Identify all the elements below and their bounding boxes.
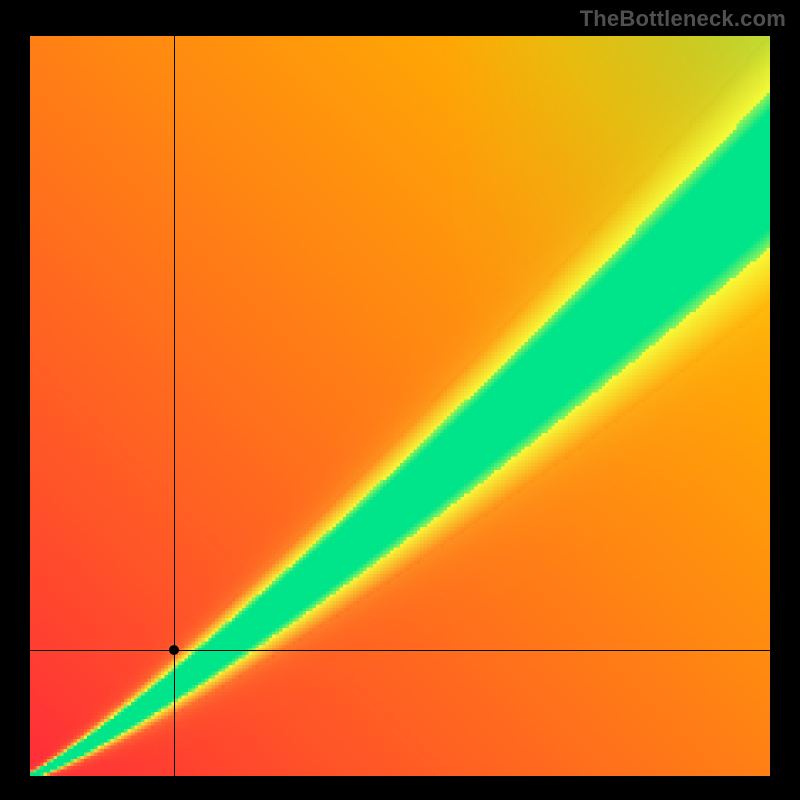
bottleneck-heatmap xyxy=(30,36,770,776)
heatmap-plot-area xyxy=(30,36,770,776)
chart-frame: TheBottleneck.com xyxy=(0,0,800,800)
watermark-text: TheBottleneck.com xyxy=(580,6,786,32)
